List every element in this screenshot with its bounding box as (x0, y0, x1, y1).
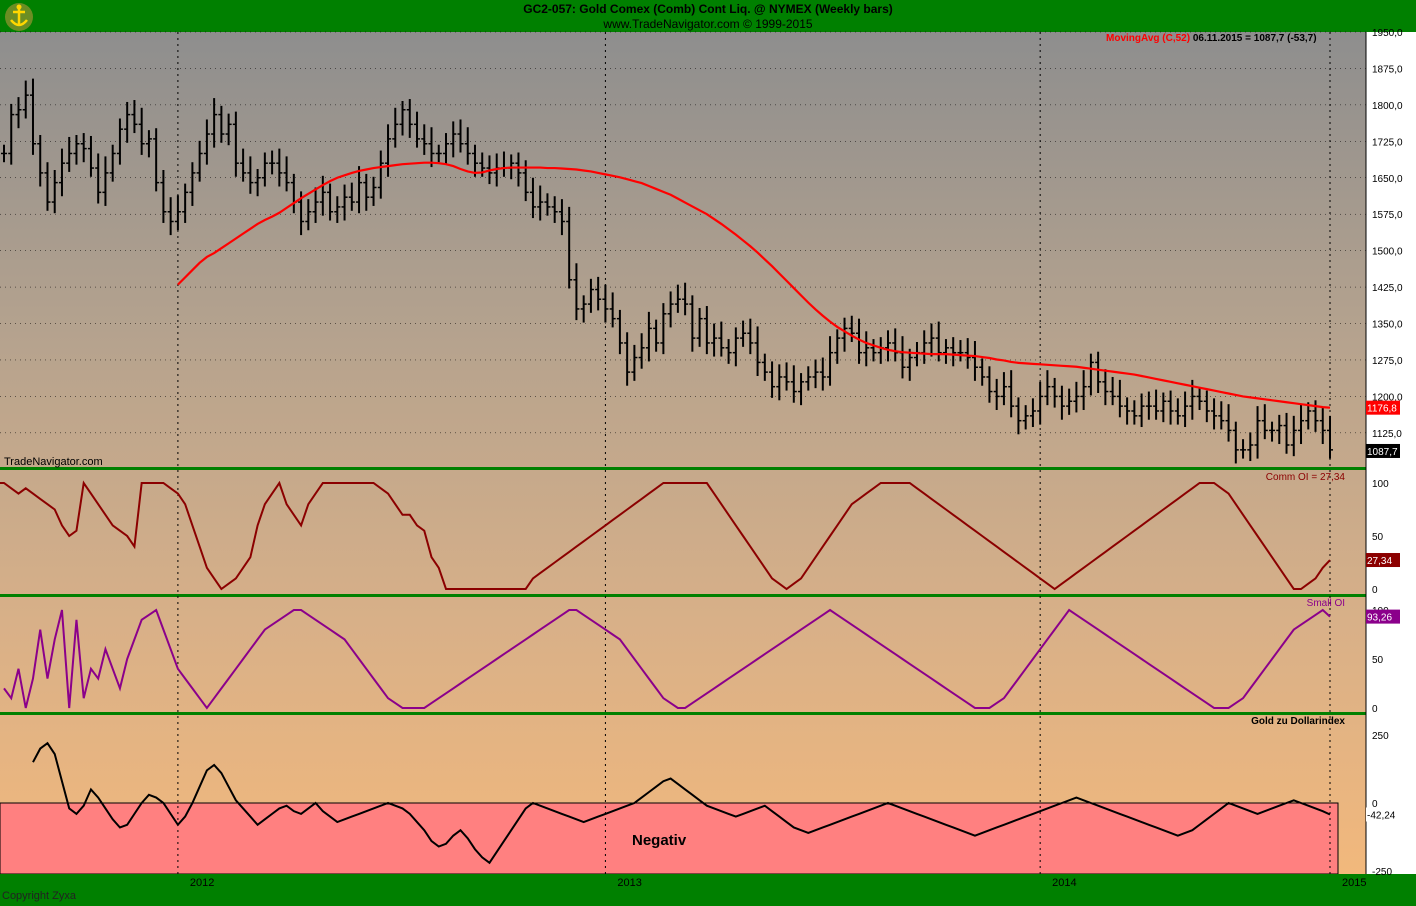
comm-oi-value-tag: 27,34 (1367, 556, 1392, 567)
ma-value-tag: 1176,8 (1367, 404, 1397, 415)
gold-dollar-tick-label: 250 (1372, 731, 1389, 742)
gold-dollar-line (32, 741, 1331, 865)
price-tick-label: 1500,0 (1372, 247, 1403, 258)
x-tick-label-2014: 2014 (1052, 877, 1076, 889)
price-tick-label: 1875,0 (1372, 64, 1403, 75)
price-tick-label: 1950,0 (1372, 28, 1403, 39)
comm-oi-line (0, 480, 1331, 591)
chart-title: GC2-057: Gold Comex (Comb) Cont Liq. @ N… (523, 2, 893, 16)
small-oi-tick-label: 50 (1372, 655, 1384, 666)
comm-oi-value-tag-bg (1366, 553, 1400, 568)
gold-dollar-value-tag-bg (1366, 807, 1400, 822)
price-tick-label: 1800,0 (1372, 101, 1403, 112)
small-oi-line (3, 608, 1331, 710)
anchor-logo-icon (4, 2, 34, 32)
price-tick-label: 1425,0 (1372, 283, 1403, 294)
ma-value-tag-bg (1366, 400, 1400, 415)
gold-dollar-value-tag: -42,24 (1367, 810, 1396, 821)
watermark-text: TradeNavigator.com (4, 456, 103, 468)
price-legend: MovingAvg (C,52) 06.11.2015 = 1087,7 (-5… (1106, 33, 1317, 44)
price-tick-label: 1725,0 (1372, 137, 1403, 148)
moving-average-line (177, 161, 1331, 409)
panel-divider (0, 594, 1416, 597)
close-value-tag-bg (1366, 443, 1400, 458)
negative-zone-label: Negativ (632, 832, 687, 849)
copyright-text: Copyright Zyxa (2, 890, 76, 902)
x-tick-label-2012: 2012 (190, 877, 214, 889)
small-oi-tick-label: 0 (1372, 704, 1378, 715)
chart-subtitle: www.TradeNavigator.com © 1999-2015 (603, 17, 813, 31)
price-tick-label: 1125,0 (1372, 429, 1402, 440)
x-tick-label-2015: 2015 (1342, 877, 1366, 889)
gold-dollar-tick-label: -250 (1372, 867, 1392, 878)
panel-divider (0, 712, 1416, 715)
price-tick-label: 1200,0 (1372, 392, 1403, 403)
x-tick-label-2013: 2013 (617, 877, 641, 889)
small-oi-value-tag-bg (1366, 609, 1400, 624)
comm-oi-tick-label: 50 (1372, 532, 1384, 543)
comm-oi-legend: Comm OI = 27,34 (1266, 472, 1346, 483)
panel-divider (0, 467, 1416, 470)
price-tick-label: 1650,0 (1372, 174, 1403, 185)
comm-oi-tick-label: 100 (1372, 479, 1389, 490)
price-tick-label: 1575,0 (1372, 210, 1403, 221)
price-tick-label: 1350,0 (1372, 320, 1403, 331)
price-tick-label: 1275,0 (1372, 356, 1403, 367)
comm-oi-tick-label: 0 (1372, 585, 1378, 596)
close-value-tag: 1087,7 (1367, 447, 1398, 458)
gold-dollar-tick-label: 0 (1372, 799, 1378, 810)
small-oi-legend: Small OI (1307, 598, 1345, 609)
x-axis-strip (0, 874, 1366, 890)
gold-dollar-legend: Gold zu Dollarindex (1251, 716, 1345, 727)
small-oi-value-tag: 93,26 (1367, 613, 1392, 624)
